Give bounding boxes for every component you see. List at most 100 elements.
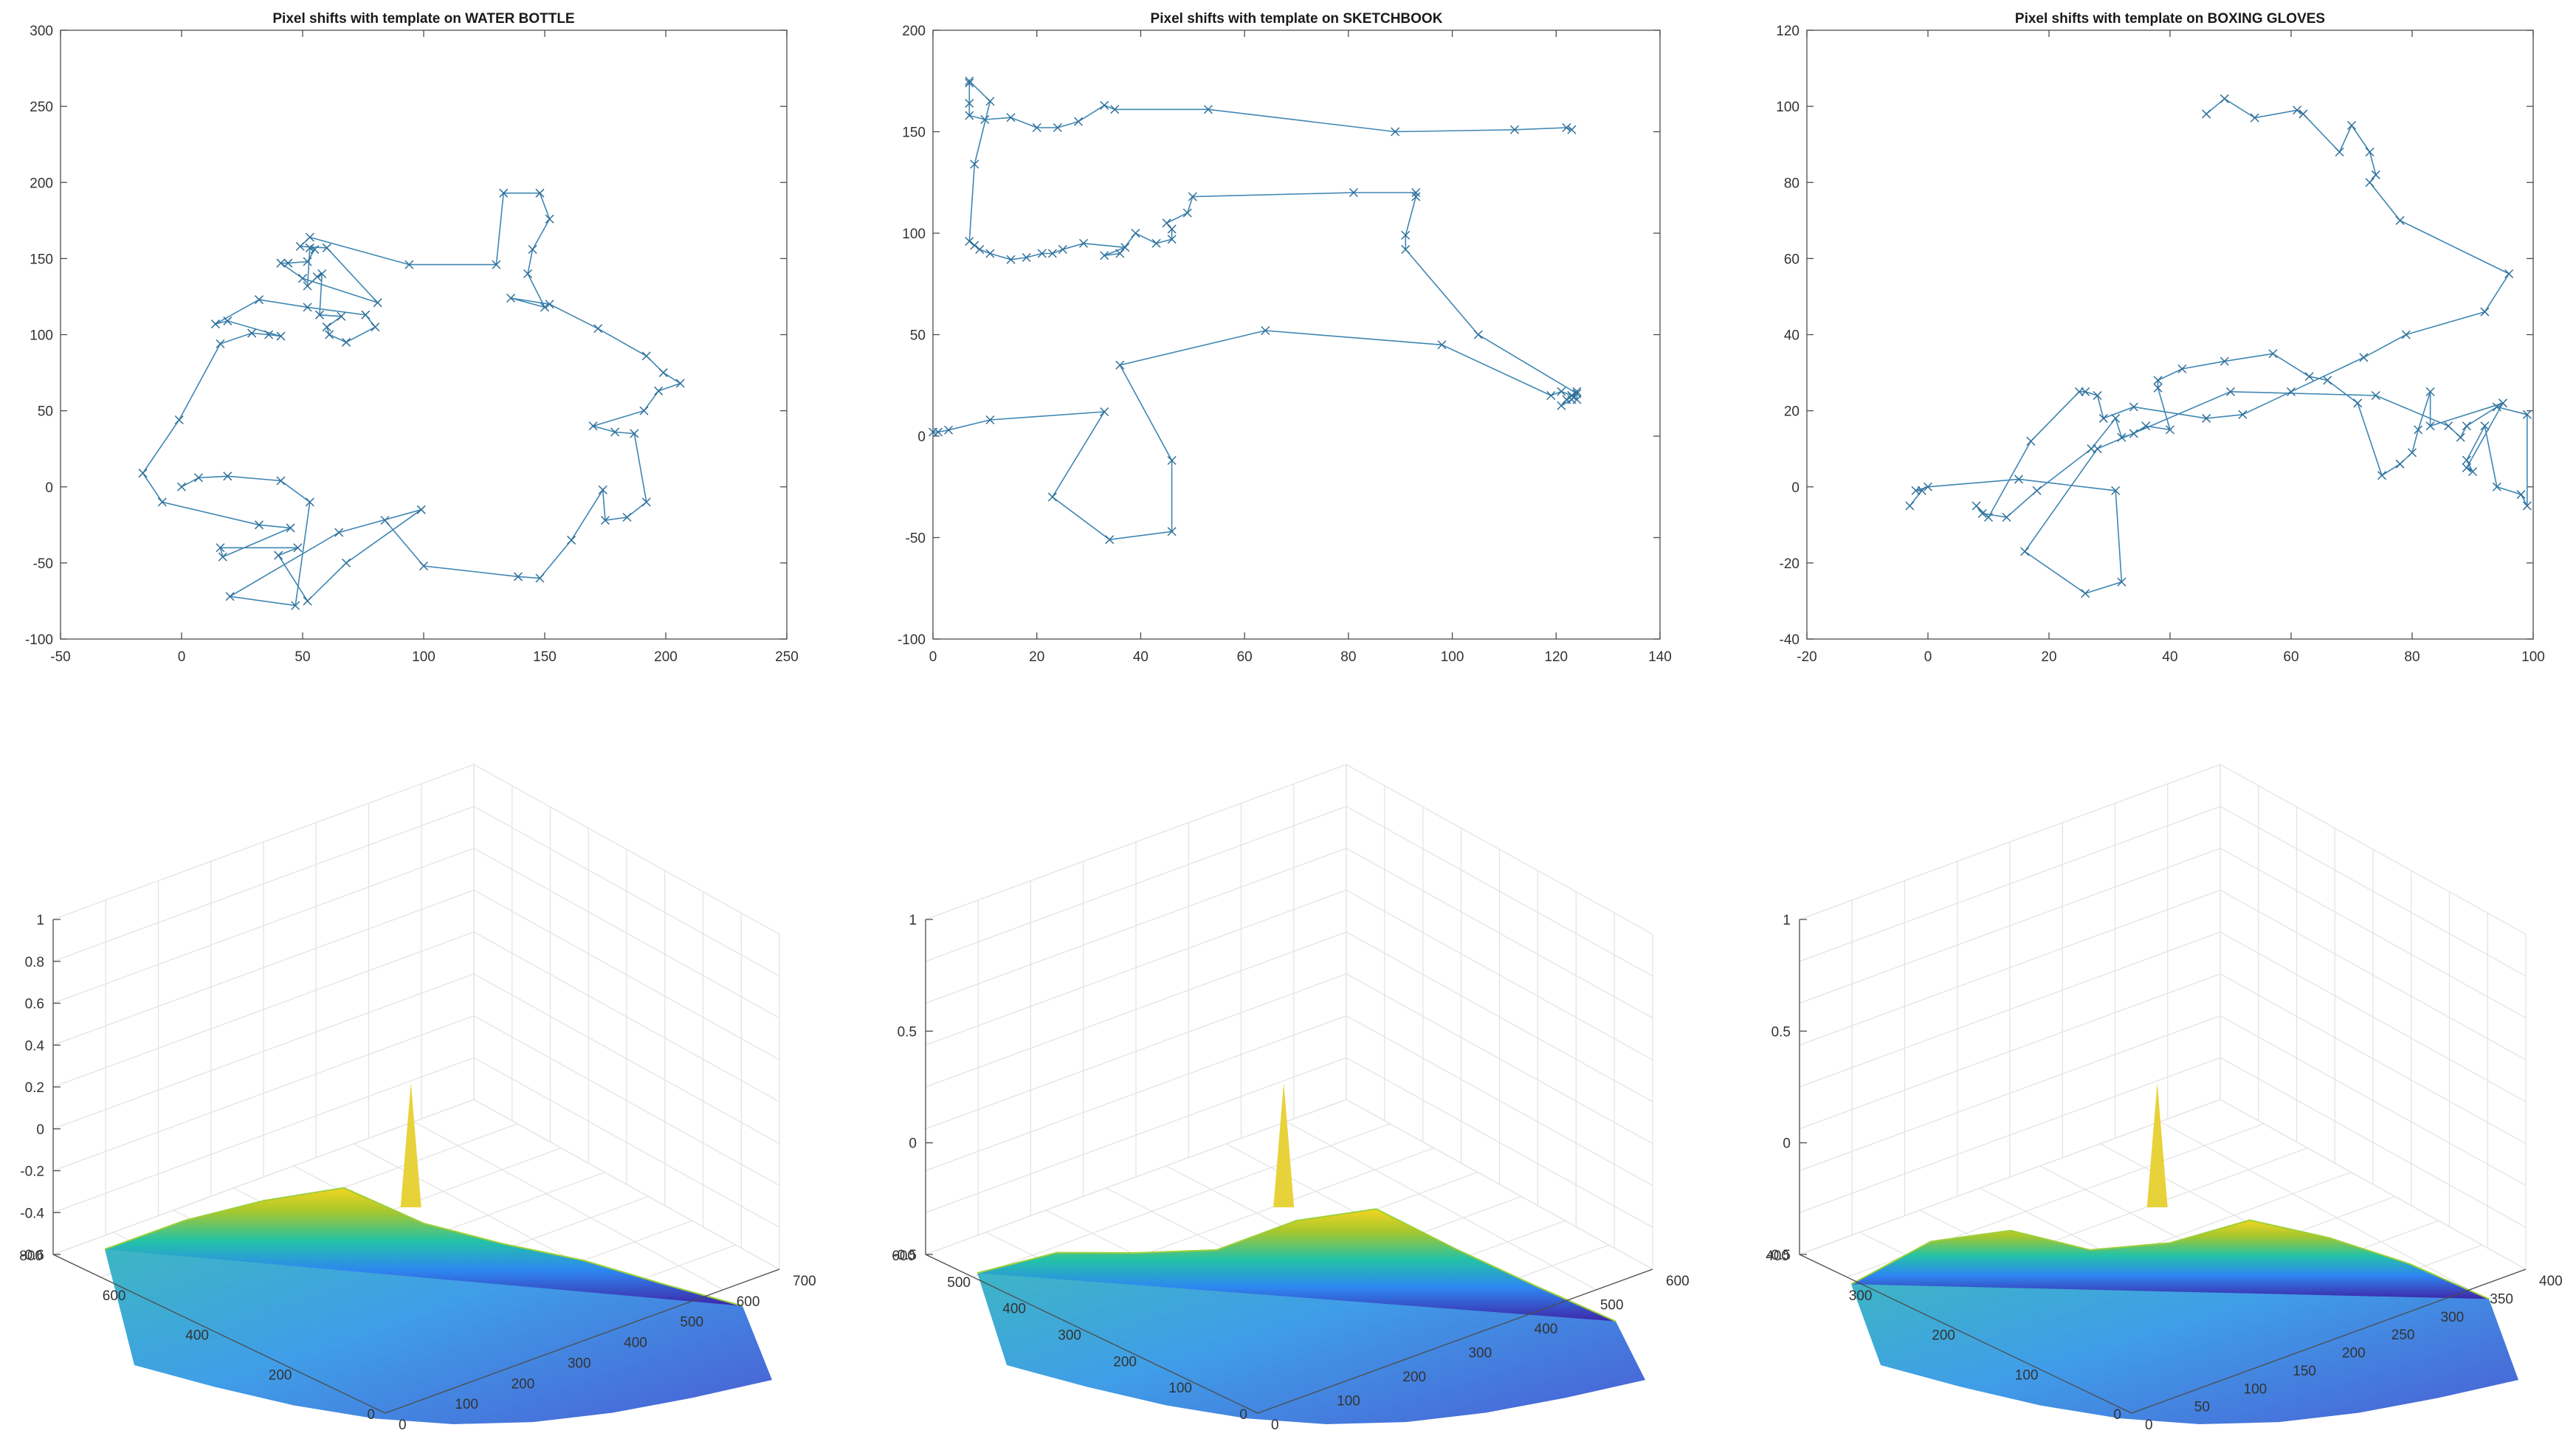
x-tick-label: 60 xyxy=(1237,649,1253,665)
x-marker xyxy=(944,425,954,435)
surface-ridge xyxy=(104,1187,743,1307)
x-marker-stroke xyxy=(1349,187,1358,198)
x-marker xyxy=(2346,120,2357,130)
y-tick-label: 100 xyxy=(1168,1381,1192,1396)
x-marker-stroke xyxy=(630,429,639,438)
x-marker xyxy=(2359,353,2369,362)
x-marker-stroke xyxy=(295,241,305,251)
x-marker xyxy=(2492,482,2501,491)
x-marker-stroke xyxy=(322,243,331,252)
x-tick-label: 100 xyxy=(1337,1394,1360,1409)
x-marker-stroke xyxy=(944,425,954,435)
x-marker xyxy=(303,596,312,606)
x-marker xyxy=(985,97,995,106)
x-marker xyxy=(2414,425,2423,435)
x-marker-stroke xyxy=(1509,125,1520,134)
x-marker xyxy=(342,558,351,567)
x-marker-stroke xyxy=(1572,389,1582,398)
x-marker-stroke xyxy=(303,303,312,312)
x-marker-stroke xyxy=(965,78,974,88)
grid-line xyxy=(52,1015,780,1187)
x-marker-stroke xyxy=(934,427,943,437)
x-marker xyxy=(965,236,974,246)
grid-line xyxy=(52,973,780,1145)
x-marker xyxy=(264,330,274,339)
x-tick-label: 250 xyxy=(775,649,799,665)
x-marker xyxy=(2371,170,2380,179)
grid-line xyxy=(925,889,1653,1060)
x-marker xyxy=(2335,147,2344,157)
x-marker xyxy=(373,298,382,308)
x-marker-stroke xyxy=(1131,228,1140,238)
x-marker xyxy=(2026,436,2036,446)
x-marker-stroke xyxy=(2401,330,2411,339)
x-tick-label: 300 xyxy=(568,1356,591,1371)
x-tick-label: 500 xyxy=(1600,1298,1624,1314)
x-marker-stroke xyxy=(513,572,523,581)
x-marker xyxy=(1105,535,1115,545)
x-marker-stroke xyxy=(2153,376,2163,385)
x-marker-stroke xyxy=(970,241,979,250)
x-marker xyxy=(2268,349,2278,359)
x-marker-stroke xyxy=(314,310,324,320)
x-marker xyxy=(975,244,985,255)
x-marker-stroke xyxy=(1047,249,1057,258)
x-marker-stroke xyxy=(283,258,293,268)
x-marker xyxy=(342,337,351,347)
x-marker-stroke xyxy=(371,322,380,332)
y-tick-label: 0 xyxy=(917,429,926,445)
x-marker-stroke xyxy=(303,257,312,266)
z-tick-label: 0.2 xyxy=(25,1080,44,1096)
x-marker-stroke xyxy=(293,543,303,553)
y-tick-label: -100 xyxy=(25,632,53,648)
x-marker xyxy=(2014,474,2024,484)
x-marker xyxy=(1557,387,1566,396)
grid-line xyxy=(52,806,780,977)
x-marker xyxy=(1079,238,1089,248)
x-marker xyxy=(2020,547,2030,556)
x-tick-label: 0 xyxy=(929,649,937,665)
y-tick-label: 50 xyxy=(38,404,53,420)
x-marker xyxy=(1546,390,1556,401)
surface-plot-3: -0.5 0 0.5 1 0 100 200 300 400 0 50 100 150 200 250 300… xyxy=(1766,764,2563,1433)
x-marker xyxy=(654,386,664,396)
x-tick-label: 300 xyxy=(2441,1310,2465,1325)
y-tick-label: 200 xyxy=(1113,1354,1137,1370)
x-marker-stroke xyxy=(225,592,235,601)
x-marker-stroke xyxy=(174,415,184,425)
x-marker xyxy=(2462,421,2471,431)
x-marker-stroke xyxy=(2395,215,2405,225)
x-marker xyxy=(2177,364,2187,373)
z-tick-label: 0 xyxy=(909,1136,917,1152)
x-marker xyxy=(2504,269,2514,279)
x-tick-label: 0 xyxy=(399,1418,407,1433)
x-marker xyxy=(2498,398,2508,408)
x-marker-stroke xyxy=(247,328,257,338)
x-marker xyxy=(416,505,426,514)
x-marker xyxy=(600,516,610,525)
x-marker-stroke xyxy=(276,476,286,486)
x-marker-stroke xyxy=(2335,147,2344,157)
x-marker-stroke xyxy=(254,295,264,305)
x-marker xyxy=(303,303,312,312)
z-tick-label: 1 xyxy=(36,913,44,928)
x-marker xyxy=(1047,492,1057,502)
x-marker-stroke xyxy=(2153,383,2163,393)
x-marker-stroke xyxy=(1032,122,1041,133)
x-marker-stroke xyxy=(1053,122,1062,133)
x-marker xyxy=(1971,501,1981,511)
x-marker-stroke xyxy=(2444,421,2453,431)
x-marker xyxy=(2238,410,2248,419)
x-marker-stroke xyxy=(523,269,533,279)
x-marker-stroke xyxy=(610,427,620,437)
y-tick-label: 500 xyxy=(947,1275,971,1291)
x-marker-stroke xyxy=(1546,390,1556,401)
x-marker xyxy=(2293,106,2302,115)
x-marker xyxy=(1100,251,1109,260)
x-marker-stroke xyxy=(2117,577,2126,587)
x-marker-stroke xyxy=(2087,444,2096,454)
x-marker-stroke xyxy=(2492,482,2501,491)
x-marker xyxy=(1006,255,1016,264)
x-marker-stroke xyxy=(210,320,220,329)
